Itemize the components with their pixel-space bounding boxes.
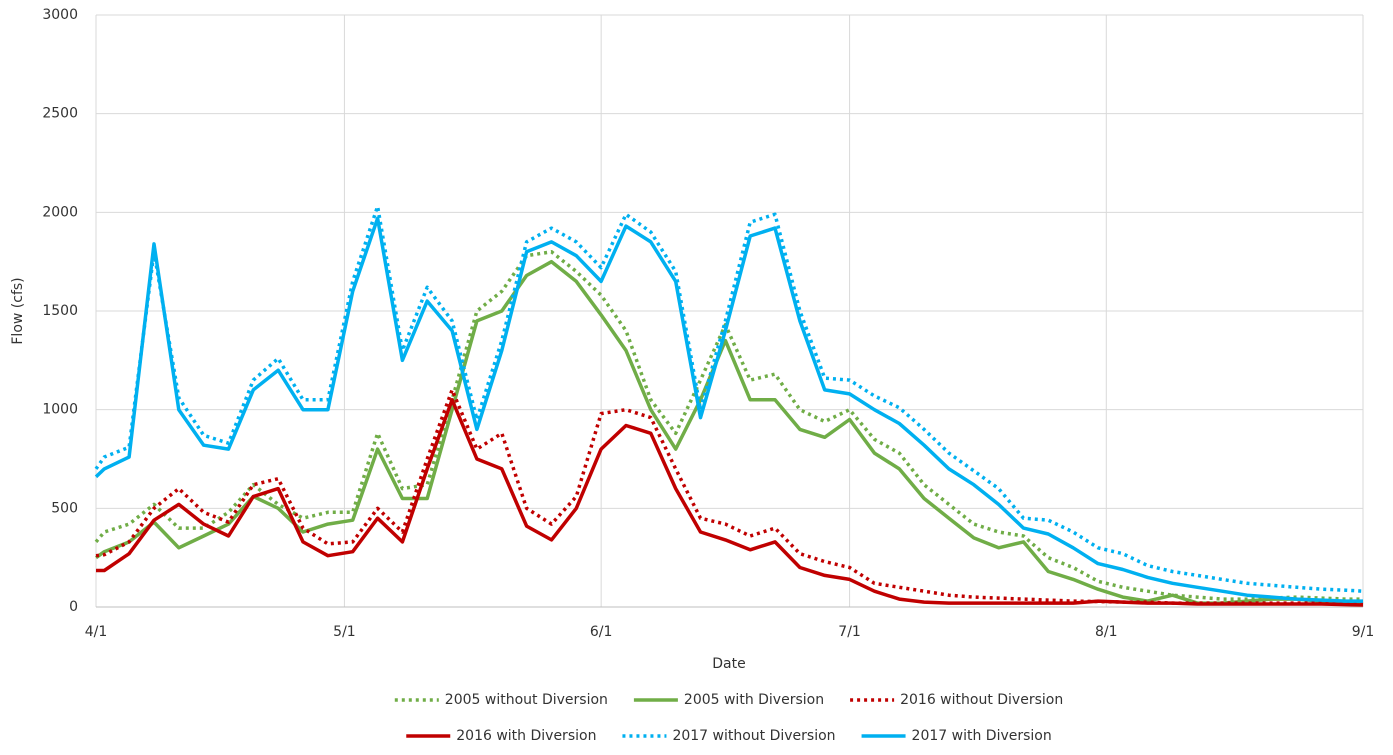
x-tick-label: 6/1 [590,624,613,640]
series-line [94,250,1363,601]
y-tick-label: 500 [51,500,78,516]
x-axis-title: Date [712,656,745,672]
y-axis-title: Flow (cfs) [10,277,26,344]
legend-label: 2005 with Diversion [684,692,824,708]
legend-row: 2005 without Diversion 2005 with Diversio… [394,692,1063,708]
series-line [95,388,1364,606]
x-tick-label: 4/1 [85,624,108,640]
y-tick-label: 0 [69,599,78,615]
y-tick-label: 2000 [42,204,78,220]
legend-label: 2017 with Diversion [912,728,1052,744]
legend-label: 2016 without Diversion [900,692,1063,708]
series-line [94,204,1364,593]
legend-label: 2017 without Diversion [672,728,835,744]
legend-label: 2005 without Diversion [445,692,608,708]
x-tick-label: 5/1 [333,624,356,640]
legend-label: 2016 with Diversion [456,728,596,744]
series-line [96,398,1364,607]
x-tick-label: 9/1 [1352,624,1375,640]
y-tick-label: 3000 [42,7,78,23]
series-line [94,216,1363,603]
y-tick-label: 2500 [42,106,78,122]
y-tick-label: 1000 [42,402,78,418]
legend-row: 2016 with Diversion 2017 without Diversio… [406,728,1052,744]
x-tick-label: 8/1 [1095,624,1118,640]
y-tick-label: 1500 [42,303,78,319]
x-tick-label: 7/1 [838,624,861,640]
